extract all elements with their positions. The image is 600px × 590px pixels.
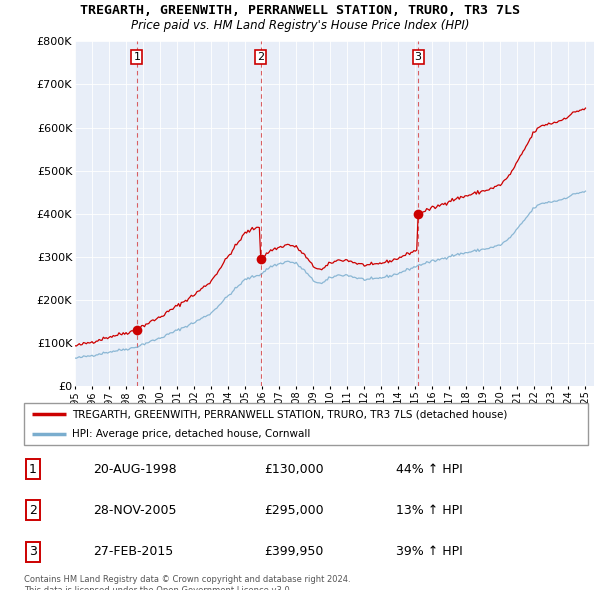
- Text: TREGARTH, GREENWITH, PERRANWELL STATION, TRURO, TR3 7LS (detached house): TREGARTH, GREENWITH, PERRANWELL STATION,…: [72, 409, 508, 419]
- Text: 28-NOV-2005: 28-NOV-2005: [93, 504, 176, 517]
- Text: HPI: Average price, detached house, Cornwall: HPI: Average price, detached house, Corn…: [72, 429, 310, 439]
- Text: 39% ↑ HPI: 39% ↑ HPI: [396, 545, 463, 558]
- Text: £399,950: £399,950: [264, 545, 323, 558]
- Text: 3: 3: [415, 52, 422, 61]
- Text: 13% ↑ HPI: 13% ↑ HPI: [396, 504, 463, 517]
- Text: 2: 2: [29, 504, 37, 517]
- Text: £295,000: £295,000: [264, 504, 323, 517]
- Text: 27-FEB-2015: 27-FEB-2015: [93, 545, 173, 558]
- Text: Price paid vs. HM Land Registry's House Price Index (HPI): Price paid vs. HM Land Registry's House …: [131, 19, 469, 32]
- Text: TREGARTH, GREENWITH, PERRANWELL STATION, TRURO, TR3 7LS: TREGARTH, GREENWITH, PERRANWELL STATION,…: [80, 4, 520, 17]
- Text: 1: 1: [133, 52, 140, 61]
- Text: 1: 1: [29, 463, 37, 476]
- Text: Contains HM Land Registry data © Crown copyright and database right 2024.
This d: Contains HM Land Registry data © Crown c…: [24, 575, 350, 590]
- Text: 2: 2: [257, 52, 264, 61]
- Text: 44% ↑ HPI: 44% ↑ HPI: [396, 463, 463, 476]
- Text: £130,000: £130,000: [264, 463, 323, 476]
- Text: 20-AUG-1998: 20-AUG-1998: [93, 463, 176, 476]
- Text: 3: 3: [29, 545, 37, 558]
